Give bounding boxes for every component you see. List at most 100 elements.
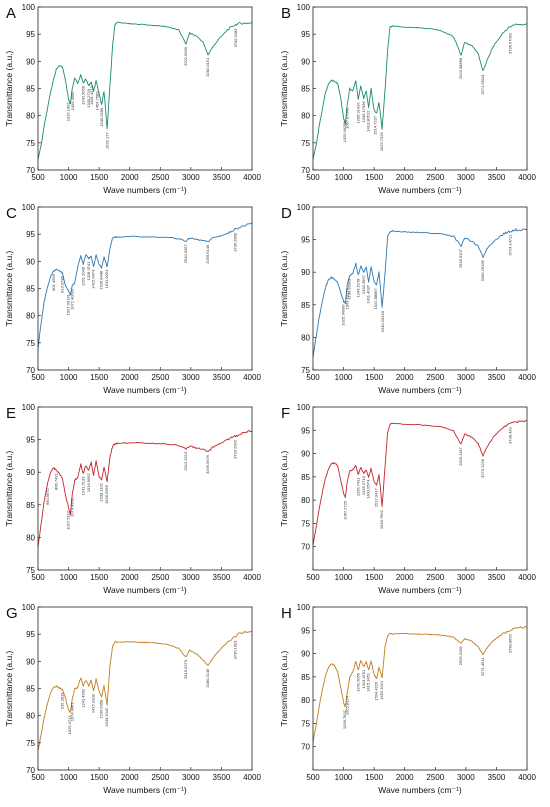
y-tick-label: 75 [301, 719, 310, 728]
x-tick-label: 1000 [60, 773, 78, 782]
peak-label: 1055.8124 [344, 695, 349, 715]
peak-label: 1514.7227 [372, 115, 377, 135]
x-tick-label: 2500 [426, 773, 444, 782]
x-tick-label: 3500 [488, 373, 506, 382]
plot-frame [37, 6, 253, 171]
peak-label: 1403.0574 [366, 479, 371, 499]
y-tick-label: 85 [301, 673, 310, 682]
y-tick-label: 70 [301, 743, 310, 752]
y-tick-label: 95 [26, 436, 35, 445]
spectrum-line [37, 222, 252, 349]
y-tick-label: 95 [301, 426, 310, 435]
plot-frame [37, 206, 253, 371]
y-tick-label: 85 [301, 473, 310, 482]
y-tick-label: 90 [26, 257, 35, 266]
x-tick-label: 2500 [426, 573, 444, 582]
peak-label: 3270.1226 [480, 458, 485, 478]
peak-label: 1027.09191 [66, 293, 71, 315]
peak-label: 3736.2809 [233, 232, 238, 252]
peak-label: 1074.4461 [69, 702, 74, 722]
peak-label: 3724.14711 [508, 234, 513, 256]
x-tick-label: 3000 [457, 373, 475, 382]
peak-label: 3271.96111 [480, 73, 485, 94]
spectrum-line [312, 23, 528, 160]
y-axis-title: Transmittance (a.u.) [4, 450, 14, 526]
plot-frame [312, 6, 528, 171]
peak-label: 1611.0054 [104, 269, 109, 288]
y-tick-label: 70 [26, 766, 35, 775]
x-tick-label: 3500 [213, 773, 231, 782]
x-tick-label: 3000 [182, 173, 200, 182]
x-axis-title: Wave numbers (cm⁻¹) [378, 385, 462, 395]
x-axis-title: Wave numbers (cm⁻¹) [103, 385, 187, 395]
peak-label: 1517.0417 [374, 487, 379, 507]
x-tick-label: 3500 [488, 773, 506, 782]
y-tick-label: 100 [297, 3, 311, 12]
panel-label: F [281, 405, 290, 422]
x-tick-label: 4000 [518, 173, 536, 182]
peak-label: 3736.67092 [508, 32, 513, 54]
y-tick-label: 90 [301, 57, 310, 66]
peak-label: 3280.2146 [205, 668, 210, 688]
y-tick-label: 75 [301, 139, 310, 148]
x-tick-label: 1500 [90, 773, 108, 782]
spectrum-line [37, 631, 253, 751]
x-tick-label: 2000 [121, 373, 139, 382]
x-tick-label: 2500 [151, 373, 169, 382]
y-tick-label: 75 [26, 139, 35, 148]
x-tick-label: 1500 [90, 373, 108, 382]
peak-label: 1545.0986 [99, 107, 104, 127]
peak-label: 1640.20163 [380, 310, 385, 332]
peak-label: 1241.6059 [355, 672, 360, 692]
peak-label: 1335.2719 [86, 88, 91, 108]
peak-label: 1324.4751 [361, 669, 366, 689]
y-tick-label: 90 [301, 650, 310, 659]
y-tick-label: 100 [297, 603, 311, 612]
peak-label: 1243.6178 [355, 278, 360, 298]
x-tick-label: 1500 [365, 773, 383, 782]
peak-label: 1643.2042 [104, 707, 109, 727]
x-tick-label: 1000 [335, 773, 353, 782]
x-tick-label: 500 [306, 773, 320, 782]
y-tick-label: 80 [301, 496, 310, 505]
peak-label: 1059.3095 [70, 91, 75, 111]
peak-label: 1411.4037 [366, 284, 371, 303]
x-tick-label: 2500 [151, 173, 169, 182]
x-tick-label: 3500 [488, 573, 506, 582]
x-tick-label: 4000 [243, 373, 261, 382]
panel-label: A [6, 5, 16, 22]
peak-label: 1456.7583 [94, 91, 99, 111]
x-tick-label: 4000 [243, 173, 261, 182]
plot-frame [312, 406, 528, 571]
peak-label: 1241.4602 [80, 688, 85, 708]
y-tick-label: 85 [301, 301, 310, 310]
x-tick-label: 500 [306, 573, 320, 582]
peak-label: 2922.6600 [183, 46, 188, 66]
peak-label: 1538.1102 [99, 482, 104, 501]
x-tick-label: 2500 [151, 773, 169, 782]
panel-label: H [281, 605, 292, 622]
y-tick-label: 75 [301, 519, 310, 528]
x-tick-label: 1000 [335, 373, 353, 382]
x-tick-label: 2500 [426, 173, 444, 182]
ftir-panel-f: F 1067.2725 1236.7411 1335.2719 1403.0574 151… [279, 403, 536, 595]
x-tick-label: 3500 [213, 373, 231, 382]
y-tick-label: 80 [301, 333, 310, 342]
x-tick-label: 3500 [488, 173, 506, 182]
peak-label: 3259.5676 [205, 454, 210, 474]
peak-label: 1236.7411 [355, 477, 360, 496]
peak-label: 1067.2725 [342, 500, 347, 520]
peak-label: 1415.3451 [366, 672, 371, 692]
spectrum-line [312, 626, 528, 743]
y-tick-label: 85 [26, 501, 35, 510]
peak-label: 913.0738 [60, 276, 65, 293]
y-tick-label: 95 [26, 630, 35, 639]
y-tick-label: 90 [26, 468, 35, 477]
plot-frame [312, 606, 528, 771]
peak-label: 1333.3957 [361, 274, 366, 294]
y-axis-title: Transmittance (a.u.) [279, 450, 289, 526]
